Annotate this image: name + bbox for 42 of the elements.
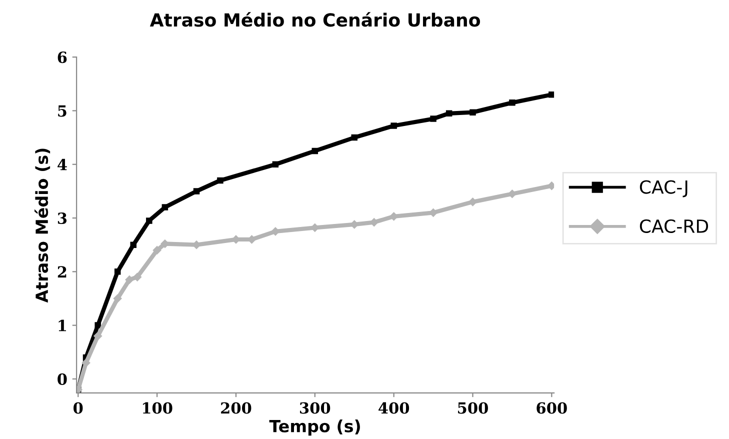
x-tick-label: 500 xyxy=(458,402,488,414)
y-tick-label: 2 xyxy=(58,266,66,278)
point xyxy=(390,122,397,129)
y-tick-label: 6 xyxy=(58,52,67,64)
point xyxy=(125,276,134,284)
point xyxy=(272,161,279,168)
point xyxy=(508,190,516,198)
point xyxy=(162,204,168,210)
y-axis-title: Atraso Médio (s) xyxy=(34,148,50,303)
point xyxy=(548,92,554,98)
point xyxy=(446,110,452,117)
x-tick-label: 400 xyxy=(378,402,410,414)
point xyxy=(312,148,318,154)
point xyxy=(82,358,90,367)
point xyxy=(94,332,102,340)
point xyxy=(193,188,200,194)
point xyxy=(113,294,122,303)
point xyxy=(509,100,516,106)
y-tick-label: 3 xyxy=(58,212,67,224)
point xyxy=(94,322,101,328)
x-tick-label: 0 xyxy=(74,402,83,414)
chart-title: Atraso Médio no Cenário Urbano xyxy=(150,12,480,27)
point xyxy=(114,268,121,275)
point xyxy=(351,134,358,141)
y-tick-label: 5 xyxy=(58,105,66,117)
point xyxy=(430,116,436,122)
legend-label: CAC-RD xyxy=(640,219,708,234)
legend-label: CAC-J xyxy=(640,180,688,198)
y-tick-label: 4 xyxy=(58,158,67,170)
point xyxy=(217,177,224,184)
y-tick-label: 0 xyxy=(58,373,67,385)
x-axis-title: Tempo (s) xyxy=(269,420,360,436)
point xyxy=(470,109,476,116)
point xyxy=(146,218,152,224)
x-tick-label: 100 xyxy=(142,402,172,414)
y-tick-label: 1 xyxy=(58,320,66,332)
point xyxy=(133,272,142,282)
x-tick-label: 200 xyxy=(221,402,252,414)
x-tick-label: 600 xyxy=(536,402,567,414)
point xyxy=(152,246,162,254)
x-tick-label: 300 xyxy=(300,402,330,414)
point xyxy=(130,242,136,248)
